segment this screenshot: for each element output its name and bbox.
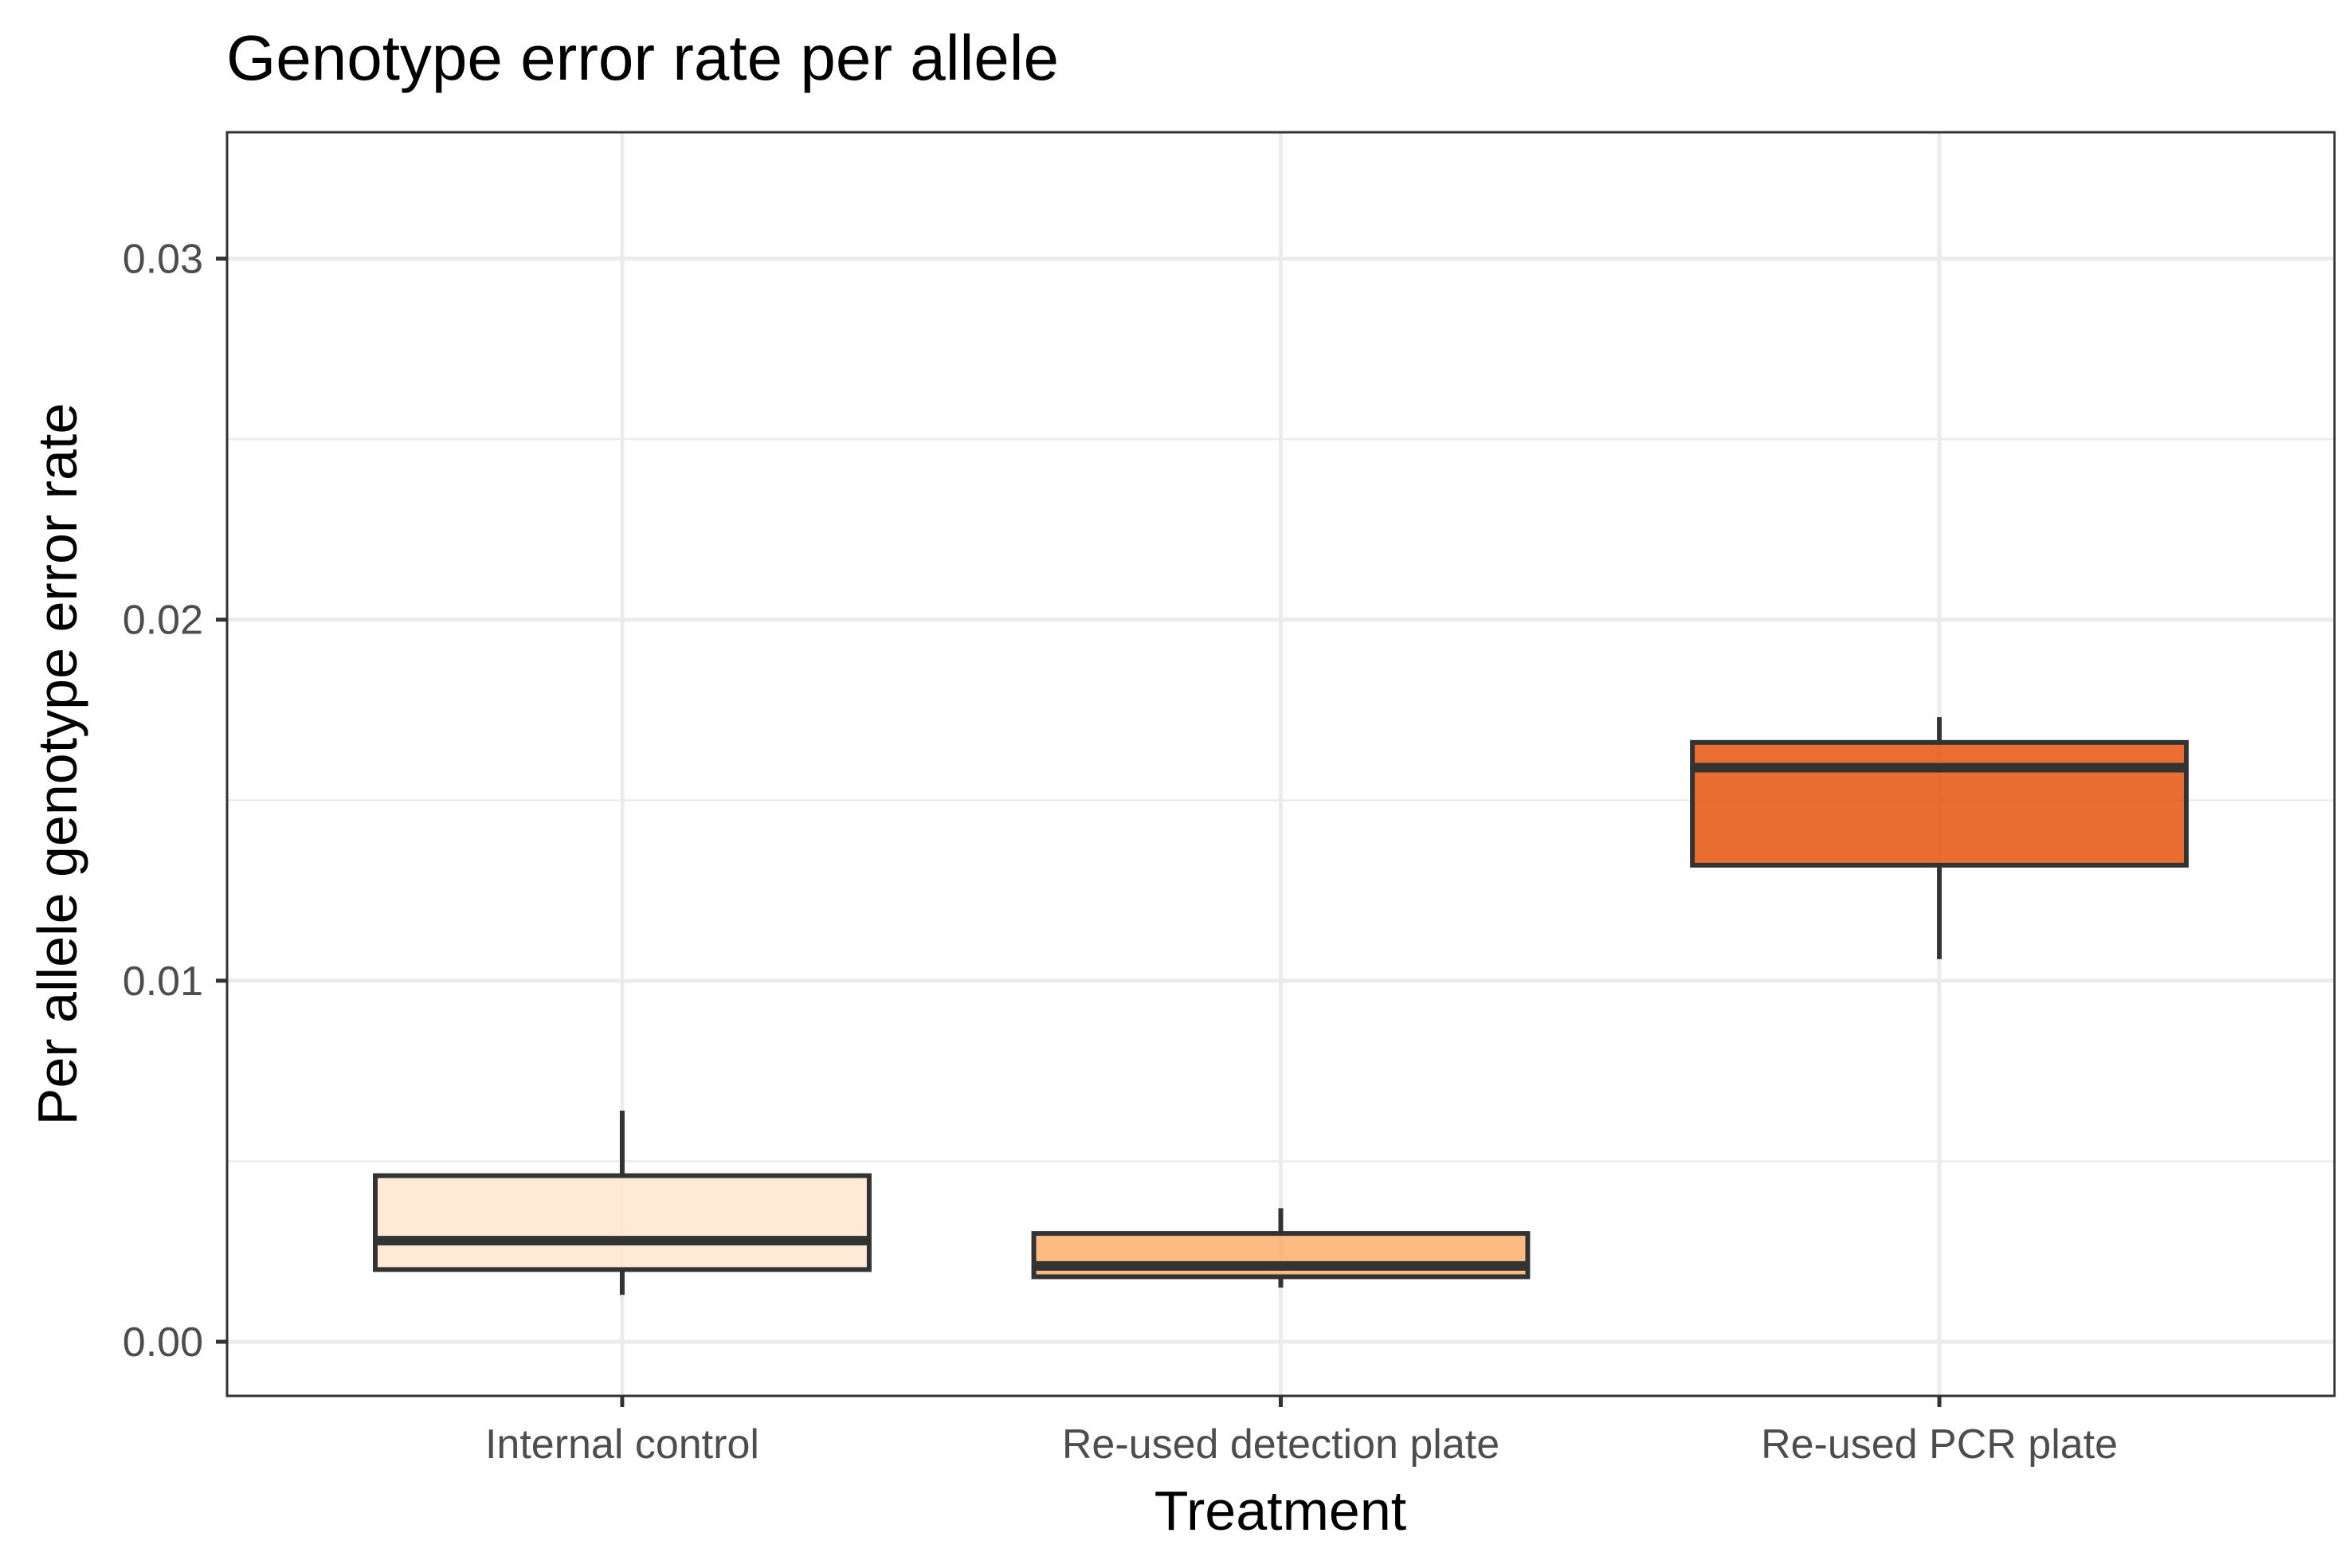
axes: 0.00 0.01 0.02 0.03 Internal control Re-used …	[123, 237, 2118, 1468]
box-2	[1031, 1208, 1531, 1288]
box-1	[372, 1111, 872, 1296]
box-iqr	[1690, 739, 2189, 868]
x-tick-label: Internal control	[485, 1421, 759, 1468]
y-tick-label: 0.03	[123, 237, 203, 283]
y-tick-label: 0.01	[123, 958, 203, 1005]
y-tick-label: 0.00	[123, 1319, 203, 1366]
box-3	[1690, 717, 2189, 959]
y-tick-label: 0.02	[123, 598, 203, 644]
x-tick-label: Re-used PCR plate	[1761, 1421, 2118, 1468]
x-tick-label: Re-used detection plate	[1062, 1421, 1499, 1468]
y-axis-title: Per allele genotype error rate	[26, 403, 88, 1126]
box-iqr	[372, 1173, 872, 1272]
boxes	[372, 717, 2189, 1296]
x-axis-title: Treatment	[1154, 1480, 1406, 1542]
chart-title: Genotype error rate per allele	[226, 22, 1059, 93]
